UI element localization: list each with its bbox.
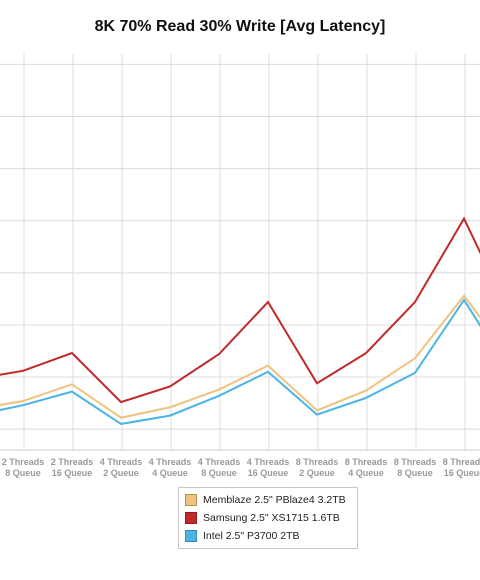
x-tick-label: 4 Threads 16 Queue bbox=[247, 457, 290, 478]
x-tick-label: 2 Threads 8 Queue bbox=[2, 457, 45, 478]
legend-item-0: Memblaze 2.5" PBlaze4 3.2TB bbox=[179, 491, 357, 509]
legend-swatch bbox=[185, 530, 197, 542]
series-line-2 bbox=[0, 298, 480, 425]
legend-item-2: Intel 2.5" P3700 2TB bbox=[179, 527, 357, 545]
x-tick-label: 4 Threads 4 Queue bbox=[149, 457, 192, 478]
legend-swatch bbox=[185, 512, 197, 524]
legend-swatch bbox=[185, 494, 197, 506]
series-lines bbox=[0, 216, 480, 425]
legend: Memblaze 2.5" PBlaze4 3.2TB Samsung 2.5" … bbox=[178, 487, 358, 549]
x-tick-label: 8 Threads 2 Queue bbox=[296, 457, 339, 478]
chart-title: 8K 70% Read 30% Write [Avg Latency] bbox=[94, 18, 386, 35]
x-tick-label: 2 Threads 16 Queue bbox=[51, 457, 94, 478]
series-line-1 bbox=[0, 216, 480, 404]
legend-label: Intel 2.5" P3700 2TB bbox=[203, 530, 300, 542]
x-tick-label: 8 Threads 8 Queue bbox=[394, 457, 437, 478]
legend-label: Memblaze 2.5" PBlaze4 3.2TB bbox=[203, 494, 346, 506]
x-tick-label: 4 Threads 2 Queue bbox=[100, 457, 143, 478]
gridlines bbox=[0, 54, 480, 451]
x-tick-label: 8 Threads 4 Queue bbox=[345, 457, 388, 478]
x-tick-label: 4 Threads 8 Queue bbox=[198, 457, 241, 478]
legend-item-1: Samsung 2.5" XS1715 1.6TB bbox=[179, 509, 357, 527]
legend-label: Samsung 2.5" XS1715 1.6TB bbox=[203, 512, 340, 524]
series-line-0 bbox=[0, 294, 480, 419]
